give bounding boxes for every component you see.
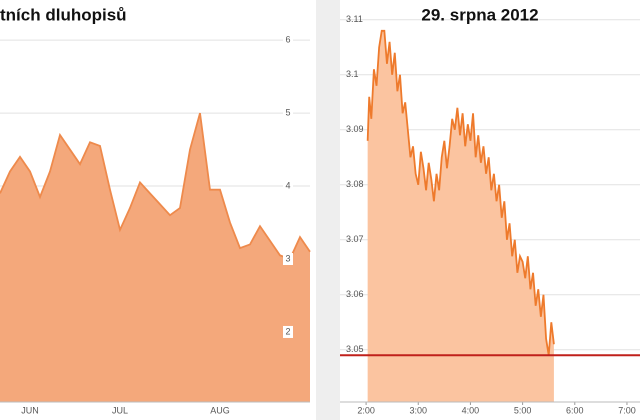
y-tick-label: 4 xyxy=(285,180,290,190)
tick-box xyxy=(283,107,293,120)
x-tick-label: JUL xyxy=(112,405,128,415)
tick-box xyxy=(283,180,293,193)
y-tick-label: 3.1 xyxy=(346,69,359,79)
tick-box xyxy=(283,253,293,266)
tick-box xyxy=(283,325,293,338)
x-tick-label: 3:00 xyxy=(409,405,427,415)
y-tick-label: 3.09 xyxy=(346,124,364,134)
line xyxy=(0,112,311,261)
panel-gap xyxy=(316,0,340,420)
x-tick-label: JUN xyxy=(21,405,39,415)
x-tick-label: 5:00 xyxy=(514,405,532,415)
y-tick-label: 3.05 xyxy=(346,344,364,354)
y-tick-label: 2 xyxy=(285,326,290,336)
y-tick-label: 3.11 xyxy=(346,14,363,24)
area-fill xyxy=(367,30,554,402)
y-tick-label: 3 xyxy=(285,253,290,263)
x-tick-label: 6:00 xyxy=(566,405,584,415)
line xyxy=(366,29,555,356)
x-tick-label: 4:00 xyxy=(462,405,480,415)
y-tick-label: 3.07 xyxy=(346,234,364,244)
y-tick-label: 3.06 xyxy=(346,289,364,299)
y-tick-label: 5 xyxy=(285,107,290,117)
y-tick-label: 3.08 xyxy=(346,179,364,189)
area-fill xyxy=(0,113,310,402)
chart-title: 29. srpna 2012 xyxy=(421,5,538,24)
x-tick-label: AUG xyxy=(210,405,230,415)
tick-box xyxy=(283,34,293,47)
y-tick-label: 6 xyxy=(285,35,290,45)
chart-title: tních dluhopisů xyxy=(0,5,127,24)
x-tick-label: 2:00 xyxy=(357,405,375,415)
x-tick-label: 7:00 xyxy=(618,405,636,415)
